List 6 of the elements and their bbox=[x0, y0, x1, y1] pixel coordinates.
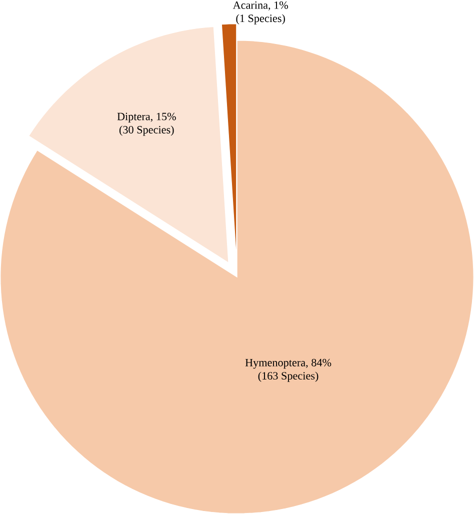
slice-label: Acarina, 1% bbox=[232, 1, 288, 10]
text: (1 Species) bbox=[236, 14, 285, 24]
slice-label: Diptera, 15% bbox=[117, 112, 176, 123]
text: (30 Species) bbox=[119, 126, 174, 136]
slice-label: Hymenoptera, 84% bbox=[245, 358, 332, 369]
text: (163 Species) bbox=[258, 372, 318, 382]
